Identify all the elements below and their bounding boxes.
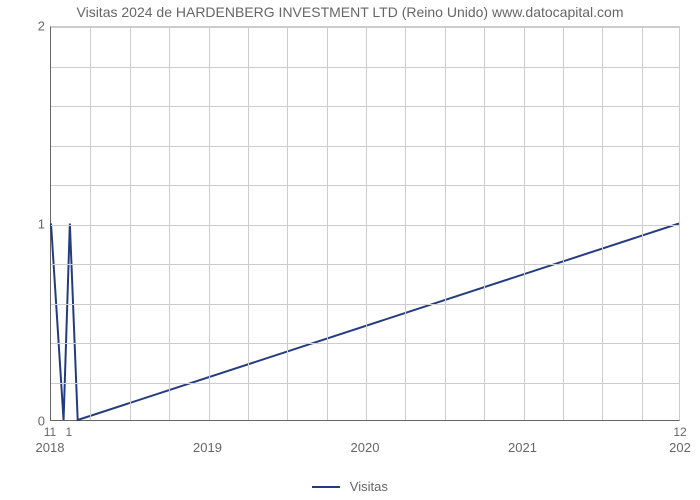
- data-point-label: 11: [44, 425, 56, 439]
- xtick-label: 2019: [193, 440, 222, 455]
- data-point-label: 1: [66, 425, 73, 439]
- ytick-label: 1: [5, 216, 45, 231]
- gridline-h-minor: [51, 304, 679, 305]
- gridline-v-major: [209, 27, 210, 420]
- gridline-h-minor: [51, 67, 679, 68]
- gridline-v-minor: [563, 27, 564, 420]
- ytick-label: 0: [5, 414, 45, 429]
- gridline-h-major: [51, 27, 679, 28]
- gridline-h-minor: [51, 106, 679, 107]
- data-point-label: 12: [673, 425, 686, 439]
- gridline-v-minor: [90, 27, 91, 420]
- gridline-v-minor: [169, 27, 170, 420]
- gridline-v-minor: [130, 27, 131, 420]
- gridline-h-minor: [51, 383, 679, 384]
- gridline-v-major: [366, 27, 367, 420]
- plot-area: [50, 26, 680, 421]
- gridline-v-minor: [287, 27, 288, 420]
- chart-container: Visitas 2024 de HARDENBERG INVESTMENT LT…: [0, 0, 700, 500]
- gridline-v-minor: [327, 27, 328, 420]
- data-line-series: [51, 27, 679, 420]
- gridline-h-minor: [51, 264, 679, 265]
- chart-title: Visitas 2024 de HARDENBERG INVESTMENT LT…: [0, 4, 700, 20]
- gridline-v-minor: [405, 27, 406, 420]
- xtick-label: 202: [669, 440, 691, 455]
- gridline-v-minor: [248, 27, 249, 420]
- legend: Visitas: [0, 478, 700, 494]
- legend-label: Visitas: [350, 479, 388, 494]
- gridline-v-minor: [642, 27, 643, 420]
- gridline-v-minor: [484, 27, 485, 420]
- gridline-h-minor: [51, 343, 679, 344]
- xtick-label: 2020: [351, 440, 380, 455]
- gridline-v-minor: [445, 27, 446, 420]
- legend-line-swatch: [312, 486, 340, 488]
- xtick-label: 2018: [36, 440, 65, 455]
- gridline-h-minor: [51, 185, 679, 186]
- xtick-label: 2021: [508, 440, 537, 455]
- gridline-v-major: [524, 27, 525, 420]
- gridline-h-major: [51, 225, 679, 226]
- gridline-h-minor: [51, 146, 679, 147]
- ytick-label: 2: [5, 19, 45, 34]
- gridline-v-minor: [602, 27, 603, 420]
